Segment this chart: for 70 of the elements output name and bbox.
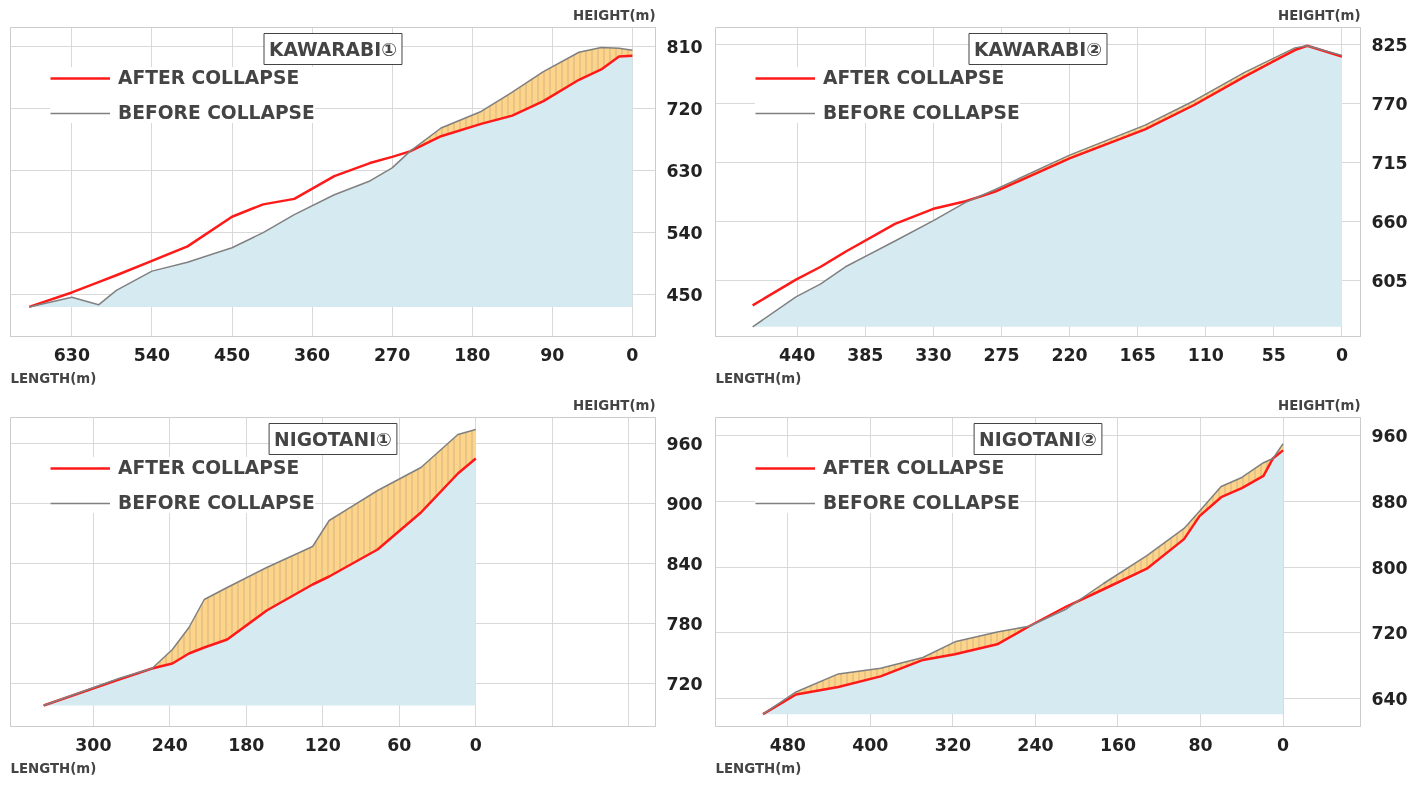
text: KAWARABI①	[269, 38, 397, 60]
x-axis-title: LENGTH(m)	[715, 370, 802, 386]
legend-label: BEFORE COLLAPSE	[118, 102, 315, 123]
y-axis-title: HEIGHT(m)	[1278, 7, 1361, 23]
x-tick-label: 630	[53, 344, 90, 365]
y-tick-label: 880	[1371, 491, 1408, 512]
x-tick-label: 160	[1099, 734, 1137, 755]
x-tick-label: 270	[374, 344, 411, 365]
x-tick-label: 0	[1277, 734, 1290, 755]
x-tick-label: 240	[1017, 734, 1054, 755]
x-tick-label: 60	[387, 734, 412, 755]
y-tick-label: 720	[1371, 623, 1408, 644]
x-tick-label: 240	[151, 734, 188, 755]
x-tick-label: 0	[1335, 344, 1348, 365]
x-tick-label: 450	[213, 344, 251, 365]
x-tick-label: 300	[75, 734, 112, 755]
x-tick-label: 385	[847, 344, 884, 365]
y-tick-label: 630	[666, 161, 703, 182]
x-axis-title: LENGTH(m)	[715, 760, 802, 776]
legend-label: BEFORE COLLAPSE	[823, 492, 1020, 513]
y-tick-label: 770	[1371, 94, 1408, 115]
x-tick-label: 80	[1188, 734, 1213, 755]
x-tick-label: 55	[1261, 344, 1286, 365]
text: KAWARABI②	[974, 38, 1102, 60]
x-tick-label: 330	[915, 344, 952, 365]
y-tick-label: 840	[666, 554, 703, 574]
x-tick-label: 90	[540, 344, 565, 365]
x-tick-label: 400	[852, 734, 889, 755]
y-axis-title: HEIGHT(m)	[1278, 397, 1361, 413]
y-tick-label: 810	[666, 37, 703, 58]
x-tick-label: 540	[133, 344, 171, 365]
legend-label: AFTER COLLAPSE	[118, 457, 300, 478]
legend-label: AFTER COLLAPSE	[823, 457, 1005, 478]
y-tick-label: 960	[1371, 426, 1408, 447]
legend-label: AFTER COLLAPSE	[823, 67, 1005, 88]
x-tick-label: 180	[228, 734, 265, 755]
y-tick-label: 720	[666, 674, 703, 694]
x-tick-label: 165	[1119, 344, 1156, 365]
y-tick-label: 720	[666, 99, 703, 120]
legend-label: BEFORE COLLAPSE	[118, 492, 315, 513]
x-tick-label: 220	[1051, 344, 1088, 365]
x-tick-label: 320	[934, 734, 971, 755]
text: NIGOTANI②	[979, 428, 1097, 450]
y-tick-label: 605	[1371, 271, 1408, 292]
x-axis-title: LENGTH(m)	[10, 760, 97, 776]
x-tick-label: 480	[769, 734, 806, 755]
x-tick-label: 0	[626, 344, 639, 365]
x-tick-label: 440	[779, 344, 816, 365]
y-tick-label: 715	[1371, 153, 1408, 174]
x-tick-label: 275	[983, 344, 1020, 365]
y-axis-title: HEIGHT(m)	[573, 7, 656, 23]
y-tick-label: 800	[1371, 557, 1408, 578]
y-tick-label: 640	[1371, 689, 1408, 710]
legend-label: AFTER COLLAPSE	[118, 67, 300, 88]
y-tick-label: 540	[666, 223, 703, 244]
y-tick-label: 780	[666, 614, 703, 634]
y-tick-label: 960	[666, 434, 703, 454]
x-tick-label: 180	[454, 344, 491, 365]
x-axis-title: LENGTH(m)	[10, 370, 97, 386]
y-tick-label: 450	[666, 285, 703, 306]
x-tick-label: 110	[1187, 344, 1224, 365]
legend-label: BEFORE COLLAPSE	[823, 102, 1020, 123]
x-tick-label: 360	[294, 344, 331, 365]
x-tick-label: 0	[469, 734, 482, 755]
y-tick-label: 825	[1371, 35, 1408, 56]
text: NIGOTANI①	[274, 428, 392, 450]
y-tick-label: 660	[1371, 212, 1408, 233]
y-tick-label: 900	[666, 494, 703, 514]
x-tick-label: 120	[304, 734, 341, 755]
y-axis-title: HEIGHT(m)	[573, 397, 656, 413]
